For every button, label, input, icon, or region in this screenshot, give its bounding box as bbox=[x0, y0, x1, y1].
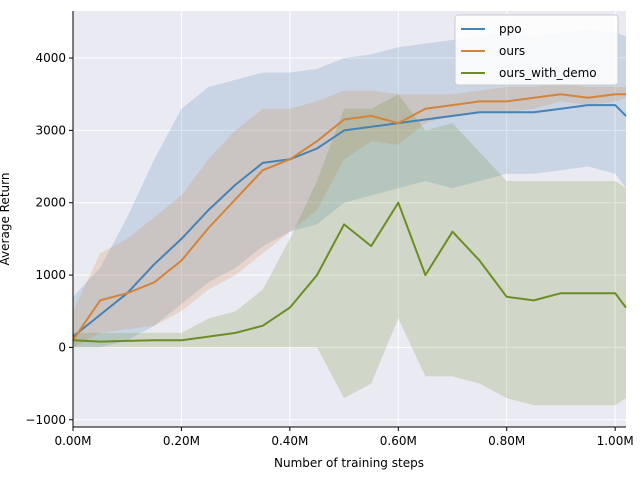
x-tick-label: 0.40M bbox=[271, 434, 308, 448]
x-tick-label: 1.00M bbox=[597, 434, 634, 448]
x-tick-label: 0.80M bbox=[488, 434, 525, 448]
series-line-ppo bbox=[72, 104, 627, 338]
confidence-band-ppo bbox=[73, 29, 626, 348]
axes: 0.00M 0.20M 0.40M 0.60M 0.80M 1.00M −1000 0 1000… bbox=[25, 11, 634, 448]
legend-label-ppo: ppo bbox=[499, 22, 522, 36]
y-tick-label: 3000 bbox=[35, 123, 66, 137]
series-line-ours bbox=[72, 93, 626, 341]
y-tick-label: 0 bbox=[58, 340, 66, 354]
series-line-ours_with_demo bbox=[72, 201, 627, 343]
y-tick-label: 1000 bbox=[35, 268, 66, 282]
x-tick-label: 0.60M bbox=[380, 434, 417, 448]
confidence-band-ours bbox=[73, 83, 626, 348]
y-tick-label: 2000 bbox=[35, 196, 66, 210]
legend-box bbox=[454, 14, 619, 86]
confidence-bands bbox=[73, 29, 626, 406]
y-tick-label: 4000 bbox=[35, 51, 66, 65]
legend: ppo ours ours_with_demo bbox=[454, 14, 619, 86]
x-tick-label: 0.20M bbox=[163, 434, 200, 448]
y-axis-label: Average Return bbox=[0, 173, 12, 266]
legend-label-ours: ours bbox=[499, 44, 525, 58]
confidence-band-ours_with_demo bbox=[73, 94, 626, 406]
y-tick-label: −1000 bbox=[25, 413, 66, 427]
legend-label-ours_with_demo: ours_with_demo bbox=[499, 66, 597, 80]
x-axis-label: Number of training steps bbox=[274, 456, 424, 470]
x-tick-label: 0.00M bbox=[54, 434, 91, 448]
series-lines bbox=[72, 93, 627, 343]
